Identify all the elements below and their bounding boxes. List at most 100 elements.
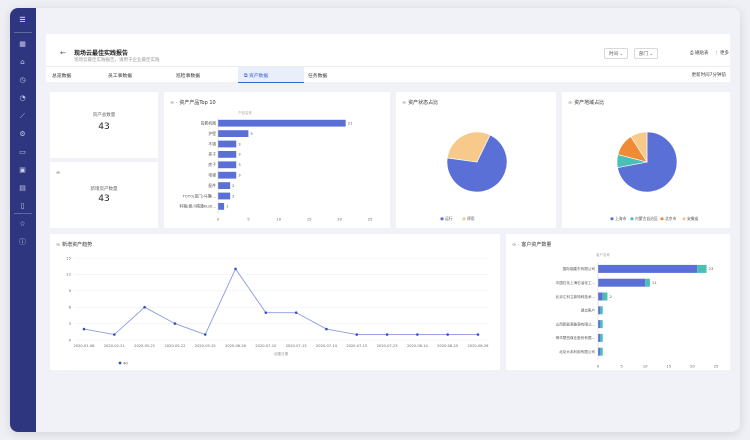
page-title: 现场云最佳实践报告 <box>74 50 129 57</box>
legend-marker <box>462 217 466 221</box>
monitor-icon[interactable]: ▭ <box>19 148 26 156</box>
department-filter-select[interactable]: 部门 ⌄ <box>634 48 659 59</box>
screen-icon[interactable]: ▣ <box>19 166 26 174</box>
y-tick-label: 15 <box>66 255 71 260</box>
category-label: 神华蒙西煤业股份有限... <box>556 335 595 340</box>
page-subtitle: 现场云最佳实践报告，请用于企业最佳实践 <box>74 58 160 63</box>
category-label: 北京大本利用有限公司 <box>559 349 595 354</box>
apps-icon[interactable]: ▦ <box>19 40 26 48</box>
legend-marker <box>682 217 686 221</box>
display-icon[interactable]: ▤ <box>19 184 26 192</box>
star-icon[interactable]: ☆ <box>19 220 26 228</box>
top10-chart-title: ∞ · 资产产品Top 10 <box>170 99 216 106</box>
data-point <box>325 327 328 331</box>
bar <box>218 203 225 210</box>
line-chart-icon[interactable]: ⟋ <box>20 112 25 120</box>
pie-chart-icon[interactable]: ◔ <box>19 94 26 102</box>
top10-chart-card: ∞ · 资产产品Top 10 产品名称 投影机图 21 护壁 5 不锈 3 抹子 3 底子 3 电梯 3 配… <box>164 92 390 228</box>
data-label: 2 <box>232 183 235 188</box>
y-tick-label: 12 <box>66 272 71 277</box>
data-label: 3 <box>238 162 241 167</box>
top10-chart-title-text: 资产产品Top 10 <box>179 100 216 106</box>
category-label: 湖北客户 <box>581 308 596 313</box>
status-pie-chart: 运行 停用 <box>440 131 508 221</box>
kpi-value: 43 <box>98 194 110 204</box>
customer-chart-card: ∞ · 客户资产数量 客户名称 国际钢建东有限公司 23 中国石化上海石油化工... 11… <box>506 234 730 370</box>
data-label: 11 <box>652 280 657 285</box>
data-point <box>264 311 268 314</box>
department-filter-label: 部门 <box>639 52 648 57</box>
bar-segment <box>600 347 603 356</box>
x-tick-label: 25 <box>714 364 719 369</box>
tab-staff[interactable]: 员工事数据 <box>108 74 132 79</box>
x-tick-label: 15 <box>307 217 312 222</box>
status-pie-title-text: 资产状态占比 <box>408 100 439 106</box>
x-tick-label: 2020-01-08 <box>74 344 96 348</box>
bar <box>218 151 237 158</box>
x-tick-label: 2020-05-22 <box>164 344 185 348</box>
clock-icon[interactable]: ◷ <box>19 76 26 84</box>
copy-icon: ⧉ <box>244 74 249 79</box>
chevron-down-icon: ⌄ <box>619 52 624 57</box>
legend-label: 安徽省 <box>687 216 699 221</box>
chart-link-icon: ∞ <box>568 100 573 106</box>
location-pie-title-text: 资产地域占比 <box>574 100 605 106</box>
category-label: 北京汇科立新特种技术... <box>556 294 595 299</box>
data-label: 3 <box>238 152 241 157</box>
menu-icon[interactable]: ☰ <box>19 16 26 24</box>
time-filter-select[interactable]: 时间 ⌄ <box>604 48 629 59</box>
data-point <box>416 333 419 336</box>
x-tick-label: 2020-07-23 <box>377 344 398 348</box>
x-tick-label: 25 <box>368 217 373 222</box>
bar-segment <box>600 333 603 342</box>
sidebar-divider <box>14 213 32 214</box>
data-point <box>476 333 480 336</box>
category-label: 投影机图 <box>201 121 216 126</box>
back-arrow-icon[interactable]: ← <box>60 49 66 57</box>
settings-icon[interactable]: ⚙ <box>19 130 26 138</box>
x-tick-label: 10 <box>276 217 281 222</box>
more-button[interactable]: ⋮ 更多 <box>714 50 729 56</box>
customer-chart-title-text: 客户资产数量 <box>521 242 552 248</box>
data-label: 2 <box>609 294 612 299</box>
tab-inspection[interactable]: 巡检事数据 <box>176 74 200 79</box>
bar <box>218 182 231 189</box>
category-label: 中国石化上海石油化工... <box>556 280 595 285</box>
legend-label: 北京市 <box>665 216 677 221</box>
x-tick-label: 2020-07-10 <box>255 344 277 348</box>
info-icon[interactable]: ⓘ <box>19 238 26 246</box>
x-tick-label: 2020-08-25 <box>437 344 458 348</box>
category-label: 配件 <box>208 183 216 188</box>
y-tick-label: 6 <box>69 305 72 310</box>
trend-chart-title-text: 新增资产趋势 <box>62 242 93 248</box>
tab-overview[interactable]: 总览数据 <box>52 74 72 79</box>
x-tick-label: 2020-08-14 <box>407 344 429 348</box>
data-label: 2 <box>232 193 235 198</box>
kpi-label: 资产总数量 <box>92 113 116 118</box>
legend-marker <box>630 217 634 221</box>
tab-assets[interactable]: ⧉ 资产数据 <box>238 67 304 83</box>
tile-button[interactable]: ⎙ 磁贴表 <box>690 50 709 56</box>
data-point <box>203 333 207 336</box>
update-time: 更新时间7分钟前 <box>691 73 726 78</box>
pie-slice <box>446 131 491 163</box>
data-point <box>385 333 389 336</box>
document-icon[interactable]: ▯ <box>20 202 25 210</box>
link-icon: ∞ <box>56 170 61 176</box>
print-icon: ⎙ <box>690 51 694 56</box>
bar-segment <box>598 292 603 301</box>
app-window: ☰ ▦ ⌂ ◷ ◔ ⟋ ⚙ ▭ ▣ ▤ ▯ ☆ ⓘ ← 现场云最佳实践报告 现场… <box>10 8 740 432</box>
home-icon[interactable]: ⌂ <box>20 58 25 66</box>
chart-link-icon: ∞ · <box>512 242 520 248</box>
x-tick-label: 2020-07-13 <box>286 344 307 348</box>
x-tick-label: 15 <box>666 364 671 369</box>
data-point <box>355 333 359 336</box>
tab-tasks[interactable]: 任务数据 <box>308 74 328 79</box>
bar <box>218 192 231 200</box>
y-tick-label: 3 <box>69 321 72 326</box>
kpi-card-total: 资产总数量 43 <box>50 92 158 158</box>
kpi-card-new: ∞ 新增资产数量 43 <box>50 162 158 228</box>
status-pie-card: ∞ 资产状态占比 运行 停用 <box>396 92 556 228</box>
x-tick-label: 0 <box>217 217 220 222</box>
